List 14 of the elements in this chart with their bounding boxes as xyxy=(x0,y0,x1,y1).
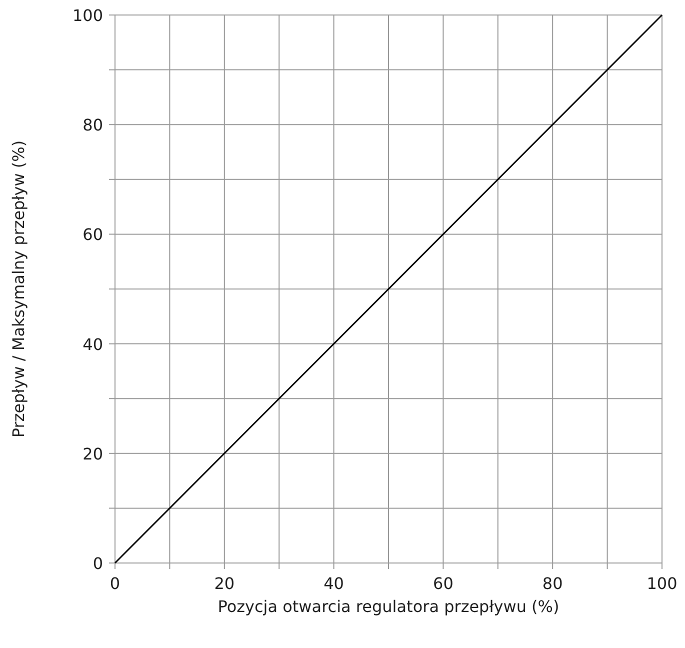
x-tick-label: 0 xyxy=(110,574,120,593)
y-tick-label: 40 xyxy=(82,334,103,354)
y-tick-label: 20 xyxy=(82,444,103,464)
x-axis-title: Pozycja otwarcia regulatora przepływu (%) xyxy=(218,597,560,616)
x-tick-label: 80 xyxy=(542,574,563,593)
y-axis-title: Przepływ / Maksymalny przepływ (%) xyxy=(9,140,28,438)
y-tick-label: 60 xyxy=(82,225,103,244)
x-tick-label: 40 xyxy=(324,574,344,593)
y-tick-label: 100 xyxy=(72,6,103,25)
y-tick-label: 0 xyxy=(92,554,103,573)
x-tick-label: 20 xyxy=(214,574,235,593)
x-tick-label: 60 xyxy=(433,574,454,593)
y-tick-label: 80 xyxy=(82,116,103,135)
x-tick-label: 100 xyxy=(646,574,678,593)
